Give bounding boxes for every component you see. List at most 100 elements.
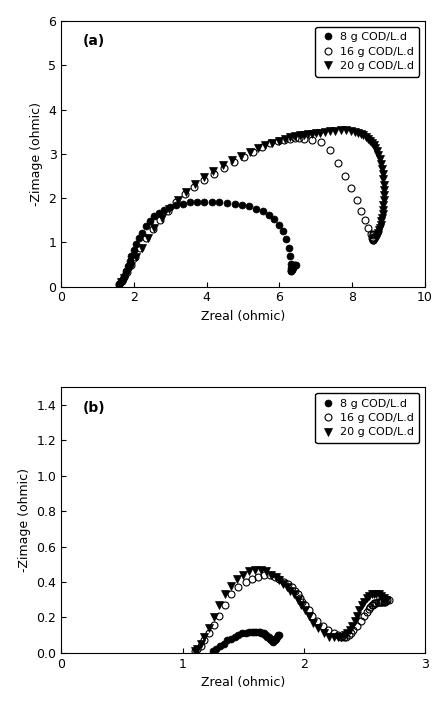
16 g COD/L.d: [132, 253, 138, 261]
8 g COD/L.d: [260, 629, 265, 637]
8 g COD/L.d: [117, 279, 123, 288]
8 g COD/L.d: [264, 631, 269, 640]
16 g COD/L.d: [275, 136, 280, 145]
8 g COD/L.d: [116, 281, 121, 289]
20 g COD/L.d: [269, 138, 275, 147]
8 g COD/L.d: [217, 642, 223, 650]
16 g COD/L.d: [371, 236, 376, 244]
20 g COD/L.d: [345, 629, 350, 637]
20 g COD/L.d: [338, 126, 343, 135]
8 g COD/L.d: [272, 636, 277, 644]
8 g COD/L.d: [131, 246, 136, 254]
16 g COD/L.d: [370, 231, 375, 239]
8 g COD/L.d: [156, 208, 161, 217]
20 g COD/L.d: [229, 157, 234, 165]
8 g COD/L.d: [224, 199, 230, 207]
8 g COD/L.d: [136, 234, 141, 242]
16 g COD/L.d: [241, 152, 247, 161]
8 g COD/L.d: [125, 262, 131, 270]
20 g COD/L.d: [374, 233, 379, 241]
Line: 8 g COD/L.d: 8 g COD/L.d: [115, 198, 299, 289]
Line: 20 g COD/L.d: 20 g COD/L.d: [117, 126, 388, 286]
16 g COD/L.d: [231, 158, 237, 166]
8 g COD/L.d: [119, 277, 124, 286]
16 g COD/L.d: [212, 170, 217, 178]
8 g COD/L.d: [254, 204, 259, 213]
8 g COD/L.d: [276, 220, 282, 229]
8 g COD/L.d: [273, 635, 279, 643]
16 g COD/L.d: [192, 647, 197, 655]
20 g COD/L.d: [383, 595, 389, 604]
8 g COD/L.d: [251, 628, 257, 636]
8 g COD/L.d: [256, 628, 261, 636]
8 g COD/L.d: [187, 198, 192, 206]
Line: 8 g COD/L.d: 8 g COD/L.d: [209, 628, 283, 654]
16 g COD/L.d: [342, 172, 347, 180]
16 g COD/L.d: [222, 164, 227, 172]
16 g COD/L.d: [122, 273, 127, 282]
20 g COD/L.d: [192, 647, 197, 655]
16 g COD/L.d: [143, 234, 148, 242]
8 g COD/L.d: [236, 631, 241, 640]
8 g COD/L.d: [289, 266, 294, 274]
8 g COD/L.d: [124, 267, 129, 275]
16 g COD/L.d: [277, 574, 282, 583]
8 g COD/L.d: [210, 647, 215, 655]
8 g COD/L.d: [290, 264, 296, 272]
8 g COD/L.d: [232, 633, 237, 641]
16 g COD/L.d: [183, 190, 188, 199]
16 g COD/L.d: [128, 260, 134, 269]
Y-axis label: -Zimage (ohmic): -Zimage (ohmic): [30, 102, 43, 206]
16 g COD/L.d: [354, 196, 359, 204]
8 g COD/L.d: [277, 631, 282, 640]
8 g COD/L.d: [139, 228, 145, 237]
20 g COD/L.d: [381, 594, 386, 602]
20 g COD/L.d: [277, 576, 282, 585]
16 g COD/L.d: [370, 234, 375, 242]
Legend: 8 g COD/L.d, 16 g COD/L.d, 20 g COD/L.d: 8 g COD/L.d, 16 g COD/L.d, 20 g COD/L.d: [315, 393, 419, 443]
20 g COD/L.d: [355, 128, 360, 137]
16 g COD/L.d: [236, 583, 241, 592]
20 g COD/L.d: [352, 617, 357, 625]
16 g COD/L.d: [157, 216, 162, 224]
16 g COD/L.d: [318, 138, 324, 146]
8 g COD/L.d: [265, 633, 270, 641]
8 g COD/L.d: [209, 197, 215, 206]
16 g COD/L.d: [124, 267, 130, 276]
8 g COD/L.d: [289, 267, 294, 275]
Line: 16 g COD/L.d: 16 g COD/L.d: [116, 135, 377, 287]
8 g COD/L.d: [292, 261, 297, 270]
8 g COD/L.d: [271, 638, 276, 647]
16 g COD/L.d: [371, 230, 376, 239]
8 g COD/L.d: [293, 261, 298, 270]
16 g COD/L.d: [251, 147, 256, 156]
8 g COD/L.d: [243, 629, 248, 637]
20 g COD/L.d: [273, 573, 279, 581]
20 g COD/L.d: [381, 201, 386, 209]
8 g COD/L.d: [201, 197, 207, 206]
8 g COD/L.d: [289, 259, 294, 267]
16 g COD/L.d: [150, 225, 155, 233]
16 g COD/L.d: [335, 631, 340, 640]
16 g COD/L.d: [370, 232, 375, 241]
16 g COD/L.d: [287, 135, 293, 143]
16 g COD/L.d: [293, 134, 298, 143]
8 g COD/L.d: [127, 257, 132, 265]
8 g COD/L.d: [289, 267, 294, 275]
8 g COD/L.d: [267, 635, 272, 643]
8 g COD/L.d: [240, 201, 245, 209]
8 g COD/L.d: [143, 222, 148, 230]
8 g COD/L.d: [249, 628, 254, 636]
16 g COD/L.d: [367, 602, 373, 611]
8 g COD/L.d: [254, 628, 259, 636]
8 g COD/L.d: [288, 252, 293, 260]
8 g COD/L.d: [286, 244, 292, 252]
16 g COD/L.d: [362, 216, 367, 225]
8 g COD/L.d: [232, 199, 237, 208]
16 g COD/L.d: [119, 277, 124, 286]
8 g COD/L.d: [120, 274, 126, 283]
8 g COD/L.d: [217, 198, 222, 206]
8 g COD/L.d: [147, 217, 152, 225]
8 g COD/L.d: [162, 205, 167, 213]
8 g COD/L.d: [276, 631, 281, 640]
